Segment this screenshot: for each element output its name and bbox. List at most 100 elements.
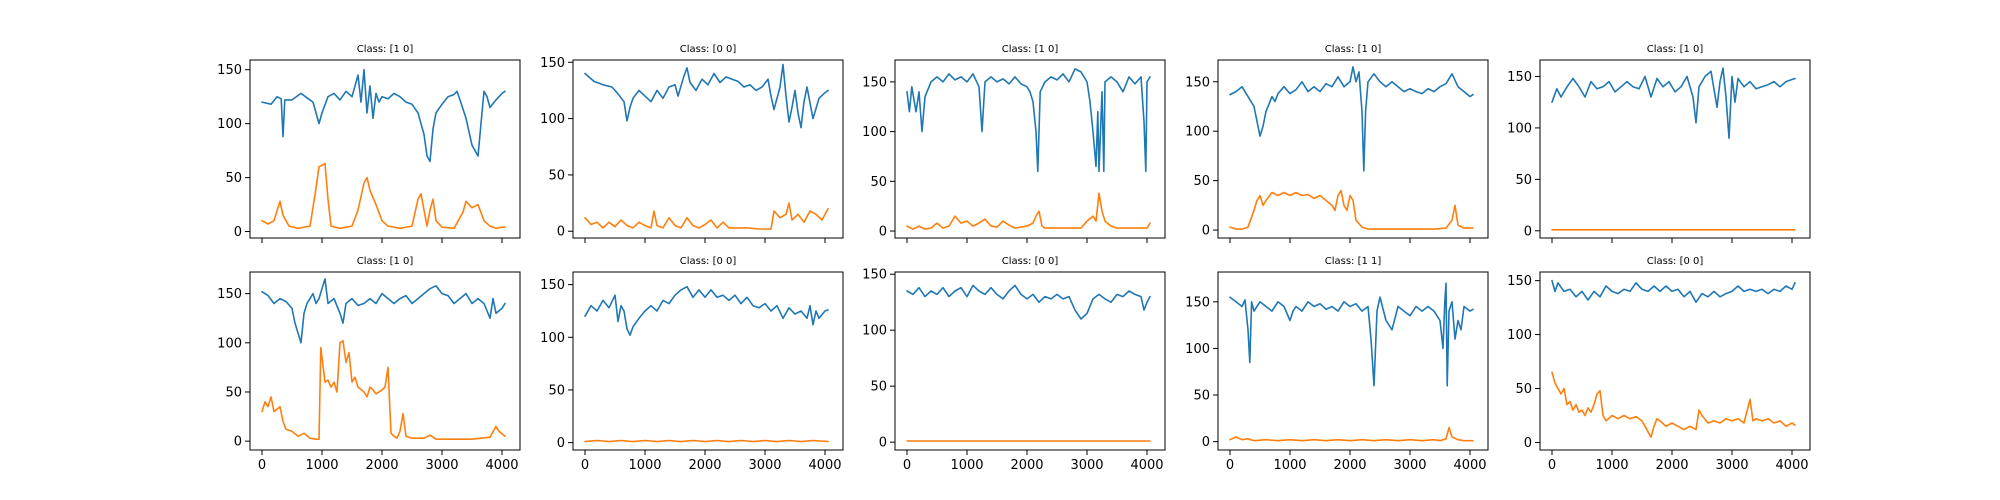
chart-panel-7: Class: [0 0] 0 50 100 150 0 1000 2000 3000 4000	[540, 256, 844, 473]
series-line-1	[906, 68, 1151, 173]
y-tick-label: 100	[217, 336, 242, 351]
panel-title: Class: [0 0]	[1647, 256, 1704, 267]
y-tick-label: 100	[1507, 328, 1532, 343]
x-tick-label: 0	[581, 458, 589, 473]
x-tick-label: 1000	[1595, 458, 1628, 473]
y-tick-label: 100	[540, 112, 565, 127]
series-line-2	[906, 192, 1151, 230]
series-line-1	[1551, 67, 1796, 139]
y-tick-label: 150	[1507, 274, 1532, 289]
plot-frame	[249, 271, 521, 451]
y-tick-label: 0	[234, 435, 242, 450]
y-tick-label: 50	[225, 385, 242, 400]
y-tick-label: 0	[557, 436, 565, 451]
x-tick-label: 0	[903, 458, 911, 473]
plot-frame	[1539, 271, 1811, 451]
chart-panel-4: Class: [1 0] 0 50 100 150	[1185, 44, 1489, 243]
y-tick-label: 150	[217, 287, 242, 302]
y-tick-label: 50	[1193, 389, 1210, 404]
x-tick-label: 0	[1226, 458, 1234, 473]
y-tick-label: 150	[540, 278, 565, 293]
chart-panel-1: Class: [1 0] 0 50 100 150	[217, 44, 521, 243]
x-tick-label: 1000	[628, 458, 661, 473]
x-tick-label: 2000	[688, 458, 721, 473]
x-tick-label: 4000	[1453, 458, 1486, 473]
series-line-1	[1551, 279, 1796, 303]
y-tick-label: 150	[1185, 295, 1210, 310]
series-line-2	[261, 162, 506, 230]
y-tick-label: 0	[557, 225, 565, 240]
chart-panel-10: Class: [0 0] 0 50 100 150 0 1000 2000 3000 4000	[1507, 256, 1811, 473]
y-tick-label: 50	[1515, 382, 1532, 397]
y-tick-label: 100	[1507, 121, 1532, 136]
x-tick-label: 4000	[485, 458, 518, 473]
series-line-1	[584, 285, 829, 336]
x-tick-label: 2000	[1655, 458, 1688, 473]
plot-frame	[249, 59, 521, 239]
x-tick-label: 3000	[1070, 458, 1103, 473]
panel-title: Class: [0 0]	[1002, 256, 1059, 267]
y-tick-label: 100	[217, 117, 242, 132]
series-line-1	[261, 68, 506, 163]
x-tick-label: 3000	[425, 458, 458, 473]
plot-frame	[1539, 59, 1811, 239]
series-line-2	[1229, 426, 1474, 442]
y-tick-label: 50	[870, 380, 887, 395]
plot-frame	[1217, 271, 1489, 451]
panel-title: Class: [0 0]	[680, 44, 737, 55]
plot-frame	[572, 271, 844, 451]
y-tick-label: 0	[234, 225, 242, 240]
y-tick-label: 0	[1202, 224, 1210, 239]
chart-panel-2: Class: [0 0] 0 50 100 150	[540, 44, 844, 243]
series-line-1	[906, 284, 1151, 320]
x-tick-label: 2000	[365, 458, 398, 473]
plot-frame	[572, 59, 844, 239]
series-line-2	[584, 202, 829, 230]
x-tick-label: 1000	[1273, 458, 1306, 473]
x-tick-label: 0	[258, 458, 266, 473]
chart-panel-6: Class: [1 0] 0 50 100 150 0 1000 2000 3000 4000	[217, 256, 521, 473]
y-tick-label: 150	[217, 63, 242, 78]
chart-panel-8: Class: [0 0] 0 50 100 150 0 1000 2000 3000 4000	[862, 256, 1166, 473]
x-tick-label: 4000	[808, 458, 841, 473]
y-tick-label: 0	[879, 436, 887, 451]
y-tick-label: 0	[1524, 224, 1532, 239]
x-tick-label: 2000	[1333, 458, 1366, 473]
series-line-1	[584, 63, 829, 129]
panel-title: Class: [1 0]	[1325, 44, 1382, 55]
y-tick-label: 0	[1524, 436, 1532, 451]
y-tick-label: 50	[548, 168, 565, 183]
y-tick-label: 100	[1185, 342, 1210, 357]
series-line-2	[584, 439, 829, 443]
chart-panel-9: Class: [1 1] 0 50 100 150 0 1000 2000 3000 4000	[1185, 256, 1489, 473]
panel-title: Class: [0 0]	[680, 256, 737, 267]
y-tick-label: 50	[548, 383, 565, 398]
x-tick-label: 4000	[1775, 458, 1808, 473]
plot-frame	[1217, 59, 1489, 239]
x-tick-label: 3000	[748, 458, 781, 473]
y-tick-label: 150	[1507, 70, 1532, 85]
x-tick-label: 3000	[1393, 458, 1426, 473]
panel-title: Class: [1 0]	[357, 256, 414, 267]
y-tick-label: 100	[540, 331, 565, 346]
chart-panel-5: Class: [1 0] 0 50 100 150	[1507, 44, 1811, 243]
y-tick-label: 0	[1202, 435, 1210, 450]
y-tick-label: 50	[870, 175, 887, 190]
y-tick-label: 150	[540, 56, 565, 71]
x-tick-label: 2000	[1010, 458, 1043, 473]
x-tick-label: 1000	[950, 458, 983, 473]
series-line-2	[1551, 371, 1796, 438]
y-tick-label: 150	[862, 268, 887, 283]
y-tick-label: 150	[862, 75, 887, 90]
y-tick-label: 50	[1193, 174, 1210, 189]
series-line-1	[261, 278, 506, 344]
series-line-1	[1229, 282, 1474, 387]
y-tick-label: 50	[225, 171, 242, 186]
y-tick-label: 0	[879, 225, 887, 240]
y-tick-label: 100	[862, 125, 887, 140]
plot-frame	[894, 59, 1166, 239]
series-line-1	[1229, 66, 1474, 172]
panel-title: Class: [1 0]	[1002, 44, 1059, 55]
plot-frame	[894, 271, 1166, 451]
